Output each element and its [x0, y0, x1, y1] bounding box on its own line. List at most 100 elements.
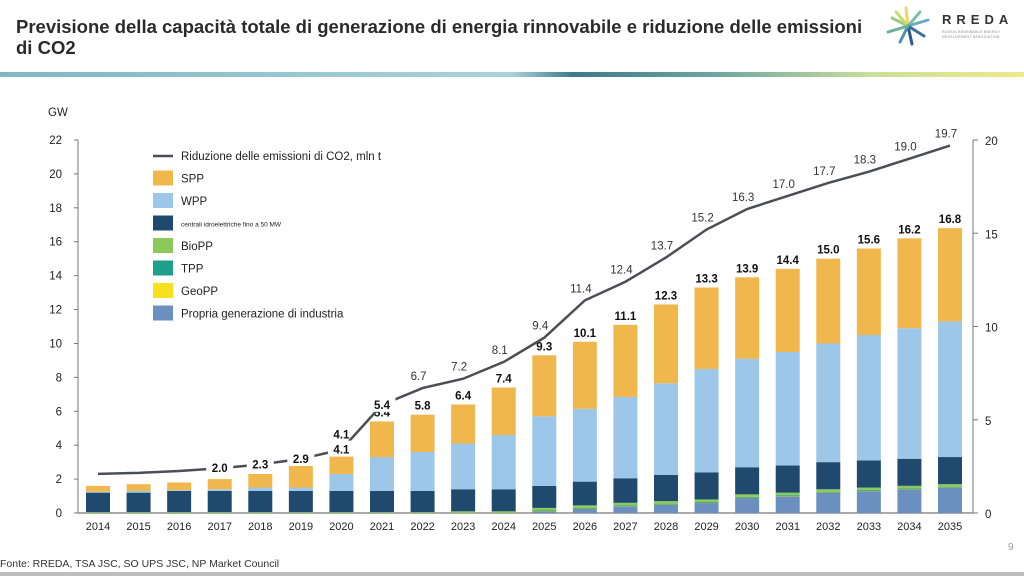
bar-segment-spp — [370, 421, 394, 458]
bar-total-label: 12.3 — [655, 290, 677, 302]
bar-stack-2030 — [735, 277, 760, 513]
co2-line-label: 9.4 — [532, 321, 549, 333]
logo-subtitle: RUSSIA RENEWABLE ENERGY DEVELOPMENT ASSO… — [942, 30, 1001, 39]
bar-total-label: 15.6 — [858, 235, 880, 247]
x-tick-label: 2026 — [573, 521, 597, 533]
bar-segment-spp — [207, 479, 232, 490]
bar-segment-centrali-idroelettriche-fino-a-50-mw — [613, 478, 638, 503]
bar-segment-wpp — [207, 489, 232, 491]
legend-item: Riduzione delle emissioni di CO2, mln t — [153, 151, 382, 163]
bar-segment-wpp — [532, 416, 557, 486]
x-tick-label: 2019 — [289, 521, 313, 533]
bar-stack-2033 — [856, 248, 881, 513]
bar-total-label: 13.9 — [736, 263, 758, 275]
bar-segment-propria-generazione-di-industria — [816, 492, 841, 513]
co2-line-label: 15.2 — [691, 213, 713, 225]
bar-segment-tpp — [856, 490, 881, 491]
page-number: 9 — [1008, 542, 1014, 553]
line-label-halo — [368, 395, 396, 412]
bar-total-label: 9.3 — [536, 341, 552, 353]
legend-label: Propria generazione di industria — [181, 309, 344, 321]
bar-segment-biopp — [654, 501, 678, 504]
left-axis-tick-label: 4 — [56, 440, 63, 452]
x-tick-label: 2017 — [207, 521, 231, 533]
bar-stack-2031 — [775, 268, 800, 513]
bar-segment-centrali-idroelettriche-fino-a-50-mw — [248, 490, 273, 513]
legend-item: SPP — [153, 170, 204, 186]
co2-line-label: 6.7 — [411, 371, 427, 383]
left-axis-tick-label: 20 — [49, 169, 62, 181]
legend-label: GeoPP — [181, 286, 218, 298]
bar-segment-biopp — [491, 511, 516, 513]
bar-total-label: 4.1 — [333, 429, 350, 441]
legend-label: SPP — [181, 174, 204, 186]
source-note: Fonte: RREDA, TSA JSC, SO UPS JSC, NP Ma… — [0, 558, 280, 570]
bar-segment-wpp — [897, 328, 922, 459]
footer-divider — [0, 572, 1024, 576]
x-tick-label: 2027 — [613, 521, 637, 533]
line-label-halo — [246, 455, 274, 472]
legend-swatch — [153, 260, 173, 276]
bar-segment-biopp — [167, 512, 192, 513]
x-tick-label: 2025 — [532, 521, 556, 533]
co2-line-label: 8.1 — [492, 345, 508, 357]
bar-stack-2019 — [288, 463, 313, 513]
legend-item: centrali idroelettriche fino a 50 MW — [153, 215, 282, 231]
bar-segment-centrali-idroelettriche-fino-a-50-mw — [856, 460, 881, 488]
bar-segment-spp — [126, 484, 151, 491]
x-tick-label: 2028 — [654, 521, 678, 533]
co2-line-label: 17.0 — [773, 179, 795, 191]
legend-label: centrali idroelettriche fino a 50 MW — [181, 222, 282, 229]
bar-segment-propria-generazione-di-industria — [654, 504, 678, 513]
bar-segment-wpp — [654, 383, 678, 475]
legend-swatch — [153, 170, 173, 186]
bar-segment-wpp — [572, 408, 597, 482]
bar-stack-2035 — [938, 228, 962, 513]
bar-segment-biopp — [613, 502, 638, 506]
x-tick-label: 2023 — [451, 521, 475, 533]
bar-stack-2021 — [370, 421, 394, 513]
right-axis-tick-label: 15 — [985, 229, 998, 241]
legend-item: BioPP — [153, 238, 213, 253]
bar-segment-biopp — [816, 489, 841, 492]
line-label-halo — [206, 459, 234, 476]
legend-label: Riduzione delle emissioni di CO2, mln t — [181, 151, 382, 163]
left-axis-tick-label: 12 — [49, 305, 62, 317]
legend-swatch — [153, 238, 173, 253]
bar-stack-2034 — [897, 238, 922, 513]
bar-segment-spp — [816, 258, 841, 344]
bar-segment-centrali-idroelettriche-fino-a-50-mw — [207, 490, 232, 513]
bar-segment-wpp — [856, 334, 881, 461]
bar-total-label: 6.4 — [455, 390, 472, 402]
x-tick-label: 2032 — [816, 521, 840, 533]
x-tick-label: 2034 — [897, 521, 921, 533]
bar-segment-tpp — [775, 495, 800, 496]
bar-segment-wpp — [86, 491, 110, 493]
right-axis-tick-label: 0 — [985, 509, 991, 521]
bar-total-label: 10.1 — [574, 328, 597, 340]
bar-segment-wpp — [491, 435, 516, 490]
bar-segment-spp — [167, 482, 192, 491]
bar-segment-biopp — [410, 512, 435, 513]
x-tick-label: 2035 — [938, 521, 962, 533]
bar-segment-biopp — [288, 512, 313, 513]
logo-text: RREDA — [942, 12, 1014, 27]
bar-segment-biopp — [532, 507, 557, 511]
bar-segment-spp — [491, 387, 516, 436]
bar-segment-tpp — [816, 491, 841, 493]
bar-segment-centrali-idroelettriche-fino-a-50-mw — [897, 458, 922, 486]
right-axis-tick-label: 5 — [985, 416, 991, 428]
bar-segment-spp — [775, 268, 800, 352]
rreda-logo: RREDA RUSSIA RENEWABLE ENERGY DEVELOPMEN… — [878, 4, 1024, 48]
bar-total-label: 14.4 — [777, 255, 800, 267]
legend-swatch — [153, 193, 173, 208]
bar-segment-propria-generazione-di-industria — [938, 487, 962, 513]
bar-segment-tpp — [897, 488, 922, 490]
bar-segment-centrali-idroelettriche-fino-a-50-mw — [532, 485, 557, 508]
right-axis: 0 5 10 15 20 — [972, 136, 998, 521]
bar-stack-2014 — [86, 485, 110, 513]
bar-segment-wpp — [694, 368, 719, 473]
bar-segment-spp — [897, 238, 922, 329]
left-axis-tick-label: 6 — [56, 406, 62, 418]
left-axis-tick-label: 22 — [49, 135, 62, 147]
